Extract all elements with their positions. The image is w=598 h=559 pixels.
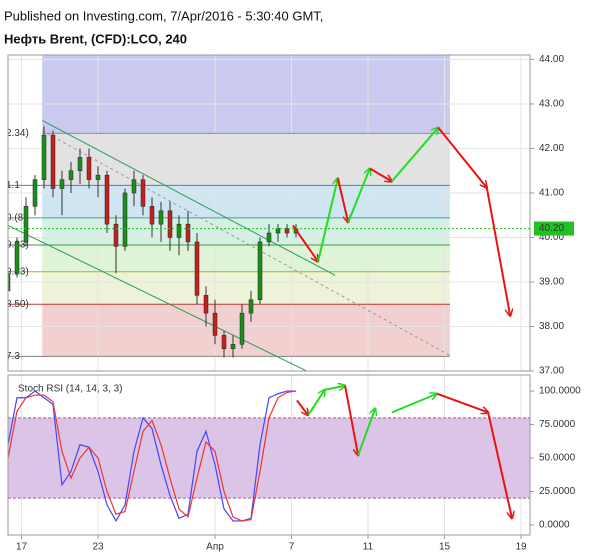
x-tick-label: 11 [363,542,374,553]
forecast-arrow [391,128,438,183]
candle-body [221,335,227,349]
candle-body [23,206,29,243]
forecast-arrow [292,224,318,261]
candle-body [32,179,38,207]
y-tick-label: 37.00 [539,366,564,377]
forecast-arrow [307,390,325,416]
main-plot: 2.34)1.10.(8)9.83)9.23)8.50)7.3 [6,55,530,371]
y-tick-label: 39.00 [539,277,564,288]
fib-band [42,133,450,186]
forecast-arrow [369,167,392,181]
instrument: Нефть Brent, (CFD):LCO, 240 [4,31,187,46]
fib-label: 1.1 [6,180,20,191]
forecast-arrow [436,392,488,413]
forecast-arrow [317,178,338,262]
y-tick-label: 50.0000 [539,453,576,464]
stoch-plot [8,375,530,535]
candle-body [68,170,74,180]
fib-band [42,55,450,134]
candle-body [77,157,83,171]
x-tick-label: 7 [289,542,295,553]
candle-body [239,312,245,345]
candle-body [140,179,146,207]
x-tick-label: 19 [515,542,527,553]
candle-body [203,295,209,314]
y-tick-label: 41.00 [539,188,564,199]
fib-band [42,217,450,246]
stoch-frame [7,374,531,536]
forecast-arrow [296,399,308,415]
candle-body [167,210,173,238]
y-tick-label: 43.00 [539,99,564,110]
x-tick-label: 23 [92,542,104,553]
x-tick-label: 15 [439,542,451,553]
y-tick-label: 42.00 [539,143,564,154]
candle-body [131,179,137,194]
candle-body [230,344,236,349]
candle-body [176,223,182,238]
forecast-arrow [487,412,512,518]
fib-label: 7.3 [6,351,20,362]
main-frame [7,54,531,372]
candle-body [185,223,191,243]
forecast-arrow [324,386,345,390]
last-price-label: 40.20 [539,223,564,234]
candle-body [8,272,11,292]
candle-body [50,134,56,189]
candle-body [248,299,254,314]
candle-body [149,206,155,225]
forecast-arrow [336,178,348,222]
fib-band [42,185,450,218]
y-tick-label: 38.00 [539,321,564,332]
trend-line [41,119,336,276]
candle-body [41,134,47,180]
fib-label: 2.34) [6,128,29,139]
fib-band [42,271,450,305]
candle-body [59,179,65,189]
forecast-arrow [391,394,437,414]
candle-body [104,174,110,225]
x-tick-label: 17 [16,542,28,553]
candle-body [158,210,164,225]
last-price-box [534,221,574,236]
y-tick-label: 25.0000 [539,486,576,497]
candle-body [266,232,272,243]
trend-line [8,225,308,371]
forecast-arrow [344,385,358,456]
forecast-arrow [347,168,370,223]
candle-body [194,241,200,296]
forecast-arrow [437,126,487,188]
candle-body [257,241,263,301]
forecast-arrow [485,187,510,316]
y-tick-label: 44.00 [539,54,564,65]
x-tick-label: Апр [206,542,224,553]
stoch-line [8,390,296,523]
candle-body [275,228,281,234]
candle-body [86,157,92,180]
stoch-line [8,390,297,522]
fib-band [42,245,450,272]
candle-body [14,241,20,274]
fib-band [42,304,450,357]
fib-label: 8.50) [6,299,29,310]
stoch-band [8,417,530,499]
y-tick-label: 40.00 [539,232,564,243]
candle-body [284,228,290,234]
y-tick-label: 100.0000 [539,386,581,397]
candle-body [122,192,128,247]
y-tick-label: 0.0000 [539,520,570,531]
stoch-title: Stoch RSI (14, 14, 3, 3) [18,384,123,395]
axes: 37.00 38.00 39.00 40.00 41.00 42.00 43.00 44.00… [16,54,581,553]
candle-body [95,174,101,180]
forecast-arrow [357,408,375,456]
candle-body [113,223,119,247]
fib-label: 0.(8) [6,213,27,224]
candle-body [212,312,218,336]
y-tick-label: 75.0000 [539,419,576,430]
published: Published on Investing.com, 7/Apr/2016 -… [4,8,323,23]
